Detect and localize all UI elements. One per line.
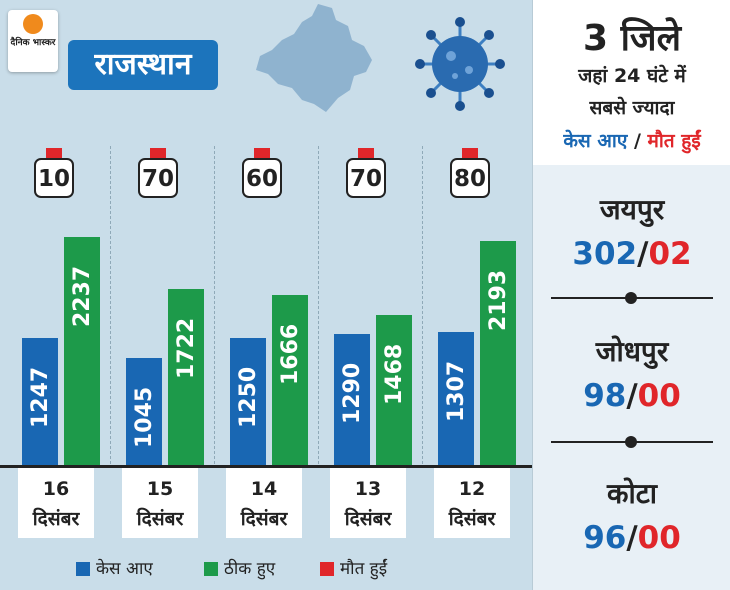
district-deaths: 00 — [637, 520, 681, 556]
death-count-label: 70 — [346, 158, 386, 198]
legend-item-cases: केस आए — [76, 558, 153, 580]
bar-cases — [230, 337, 266, 465]
group-divider — [422, 146, 423, 464]
district-panel-subtitle-2: सबसे ज्यादा — [589, 97, 675, 119]
district-panel-key: केस आए / मौत हुईं — [533, 127, 730, 153]
district-cases: 302 — [572, 236, 638, 272]
bar-cases — [334, 333, 370, 465]
logo-sun-icon — [23, 14, 43, 34]
death-count-label: 10 — [34, 158, 74, 198]
bar-recovered — [168, 289, 204, 465]
district-cases: 98 — [583, 378, 627, 414]
bar-recovered-label: 1468 — [382, 344, 407, 406]
bar-cases-label: 1045 — [132, 387, 157, 449]
legend-item-deaths: मौत हुईं — [320, 558, 387, 580]
chart-panel: दैनिक भास्कर राजस्थान — [0, 0, 532, 580]
date-day: 14 — [250, 478, 278, 500]
key-deaths: मौत हुईं — [647, 130, 701, 152]
district-deaths: 02 — [648, 236, 692, 272]
bar-cases-label: 1247 — [28, 366, 53, 428]
death-count-label: 70 — [138, 158, 178, 198]
district-name: कोटा — [606, 477, 658, 510]
bar-recovered-label: 2237 — [70, 265, 95, 327]
group-divider — [214, 146, 215, 464]
bar-cases — [438, 331, 474, 465]
date-month: दिसंबर — [32, 508, 80, 530]
district-separator: / — [626, 378, 638, 414]
date-label: 12 दिसंबर — [434, 468, 510, 538]
group-divider — [110, 146, 111, 464]
dainik-bhaskar-logo: दैनिक भास्कर — [8, 10, 58, 72]
legend-swatch-blue — [76, 562, 90, 576]
district-stats: 98/00 — [533, 378, 730, 414]
district-jodhpur: जोधपुर 98/00 — [533, 332, 730, 414]
bar-recovered — [376, 315, 412, 465]
district-name: जोधपुर — [595, 335, 669, 368]
district-jaipur: जयपुर 302/02 — [533, 190, 730, 272]
bar-cases — [22, 337, 58, 465]
legend-label-cases: केस आए — [96, 559, 153, 579]
bar-recovered — [64, 236, 100, 465]
coronavirus-icon — [415, 17, 505, 111]
date-label: 16 दिसंबर — [18, 468, 94, 538]
date-day: 16 — [42, 478, 70, 500]
district-panel-title: 3 जिले — [582, 18, 682, 59]
date-day: 13 — [354, 478, 382, 500]
district-separator: / — [637, 236, 649, 272]
death-count-label: 80 — [450, 158, 490, 198]
group-divider — [318, 146, 319, 464]
district-divider-dot — [625, 292, 637, 304]
legend-item-recovered: ठीक हुए — [204, 558, 275, 580]
date-month: दिसंबर — [344, 508, 392, 530]
district-panel-subtitle-1: जहां 24 घंटे में — [578, 65, 686, 87]
legend-label-recovered: ठीक हुए — [224, 559, 276, 579]
date-month: दिसंबर — [136, 508, 184, 530]
district-separator: / — [626, 520, 638, 556]
bar-cases-label: 1307 — [444, 360, 469, 422]
district-stats: 96/00 — [533, 520, 730, 556]
district-divider-dot — [625, 436, 637, 448]
date-month: दिसंबर — [448, 508, 496, 530]
chart-header: दैनिक भास्कर राजस्थान — [0, 0, 532, 118]
legend-label-deaths: मौत हुईं — [340, 559, 388, 579]
district-deaths: 00 — [637, 378, 681, 414]
bar-recovered-label: 1722 — [174, 318, 199, 380]
bar-recovered-label: 2193 — [486, 270, 511, 332]
date-label: 15 दिसंबर — [122, 468, 198, 538]
district-kota: कोटा 96/00 — [533, 474, 730, 556]
state-title: राजस्थान — [68, 40, 218, 90]
district-stats: 302/02 — [533, 236, 730, 272]
bar-recovered-label: 1666 — [278, 323, 303, 386]
district-panel: 3 जिले जहां 24 घंटे में सबसे ज्यादा केस … — [532, 0, 730, 590]
key-cases: केस आए — [563, 130, 628, 152]
legend-swatch-green — [204, 562, 218, 576]
death-count-label: 60 — [242, 158, 282, 198]
district-cases: 96 — [583, 520, 627, 556]
legend-swatch-red — [320, 562, 334, 576]
rajasthan-map-icon — [256, 4, 372, 112]
bar-cases — [126, 358, 162, 465]
date-day: 15 — [146, 478, 174, 500]
bar-recovered — [480, 241, 516, 465]
bar-cases-label: 1250 — [236, 366, 261, 428]
key-separator: / — [627, 130, 648, 152]
bar-cases-label: 1290 — [340, 362, 365, 424]
district-name: जयपुर — [599, 193, 665, 226]
date-day: 12 — [458, 478, 486, 500]
logo-text: दैनिक भास्कर — [10, 38, 56, 48]
date-month: दिसंबर — [240, 508, 288, 530]
district-panel-header: 3 जिले जहां 24 घंटे में सबसे ज्यादा केस … — [533, 0, 730, 165]
date-label: 14 दिसंबर — [226, 468, 302, 538]
chart-baseline — [0, 465, 532, 468]
bar-recovered — [272, 295, 308, 465]
date-label: 13 दिसंबर — [330, 468, 406, 538]
